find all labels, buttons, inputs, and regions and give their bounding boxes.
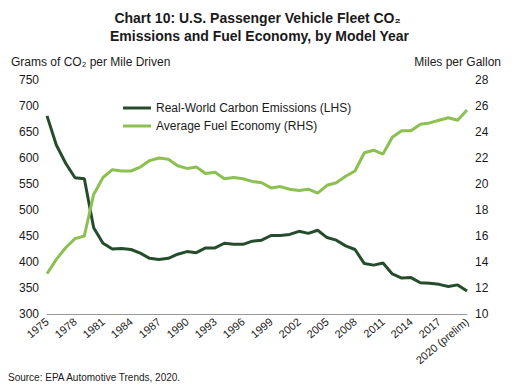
svg-text:1978: 1978	[52, 315, 78, 340]
svg-text:2002: 2002	[276, 315, 302, 340]
svg-text:14: 14	[475, 255, 489, 269]
svg-text:Average Fuel Economy (RHS): Average Fuel Economy (RHS)	[156, 119, 317, 133]
svg-text:Real-World Carbon Emissions (L: Real-World Carbon Emissions (LHS)	[156, 101, 351, 115]
svg-text:22: 22	[475, 151, 489, 165]
svg-text:650: 650	[19, 125, 39, 139]
svg-text:16: 16	[475, 229, 489, 243]
svg-text:700: 700	[19, 99, 39, 113]
svg-text:2014: 2014	[388, 315, 414, 340]
svg-text:450: 450	[19, 229, 39, 243]
svg-text:Source: EPA Automotive Trends,: Source: EPA Automotive Trends, 2020.	[8, 372, 180, 383]
svg-text:12: 12	[475, 281, 489, 295]
svg-text:750: 750	[19, 73, 39, 87]
svg-text:500: 500	[19, 203, 39, 217]
svg-text:28: 28	[475, 73, 489, 87]
svg-text:2011: 2011	[361, 315, 387, 339]
svg-text:2020 (prelim): 2020 (prelim)	[414, 315, 471, 366]
svg-text:2017: 2017	[416, 315, 443, 341]
svg-text:Grams of CO₂ per Mile Driven: Grams of CO₂ per Mile Driven	[11, 55, 170, 69]
svg-text:1975: 1975	[24, 315, 50, 340]
svg-text:1987: 1987	[136, 315, 162, 340]
svg-text:1984: 1984	[108, 315, 134, 340]
svg-text:Miles per Gallon: Miles per Gallon	[414, 55, 501, 69]
svg-text:1981: 1981	[80, 315, 106, 340]
svg-text:2008: 2008	[332, 315, 358, 340]
svg-text:1996: 1996	[220, 315, 246, 340]
svg-text:600: 600	[19, 151, 39, 165]
svg-text:400: 400	[19, 255, 39, 269]
svg-text:24: 24	[475, 125, 489, 139]
svg-text:350: 350	[19, 281, 39, 295]
svg-text:1993: 1993	[192, 315, 218, 340]
svg-text:300: 300	[19, 307, 39, 321]
svg-text:550: 550	[19, 177, 39, 191]
svg-text:2005: 2005	[304, 315, 330, 340]
svg-text:1990: 1990	[164, 315, 190, 340]
svg-text:Emissions and Fuel Economy, by: Emissions and Fuel Economy, by Model Yea…	[110, 28, 410, 44]
svg-text:26: 26	[475, 99, 489, 113]
svg-text:18: 18	[475, 203, 489, 217]
svg-text:20: 20	[475, 177, 489, 191]
svg-text:1999: 1999	[248, 315, 274, 340]
svg-text:10: 10	[475, 307, 489, 321]
svg-text:Chart 10: U.S. Passenger Vehic: Chart 10: U.S. Passenger Vehicle Fleet C…	[114, 10, 404, 26]
